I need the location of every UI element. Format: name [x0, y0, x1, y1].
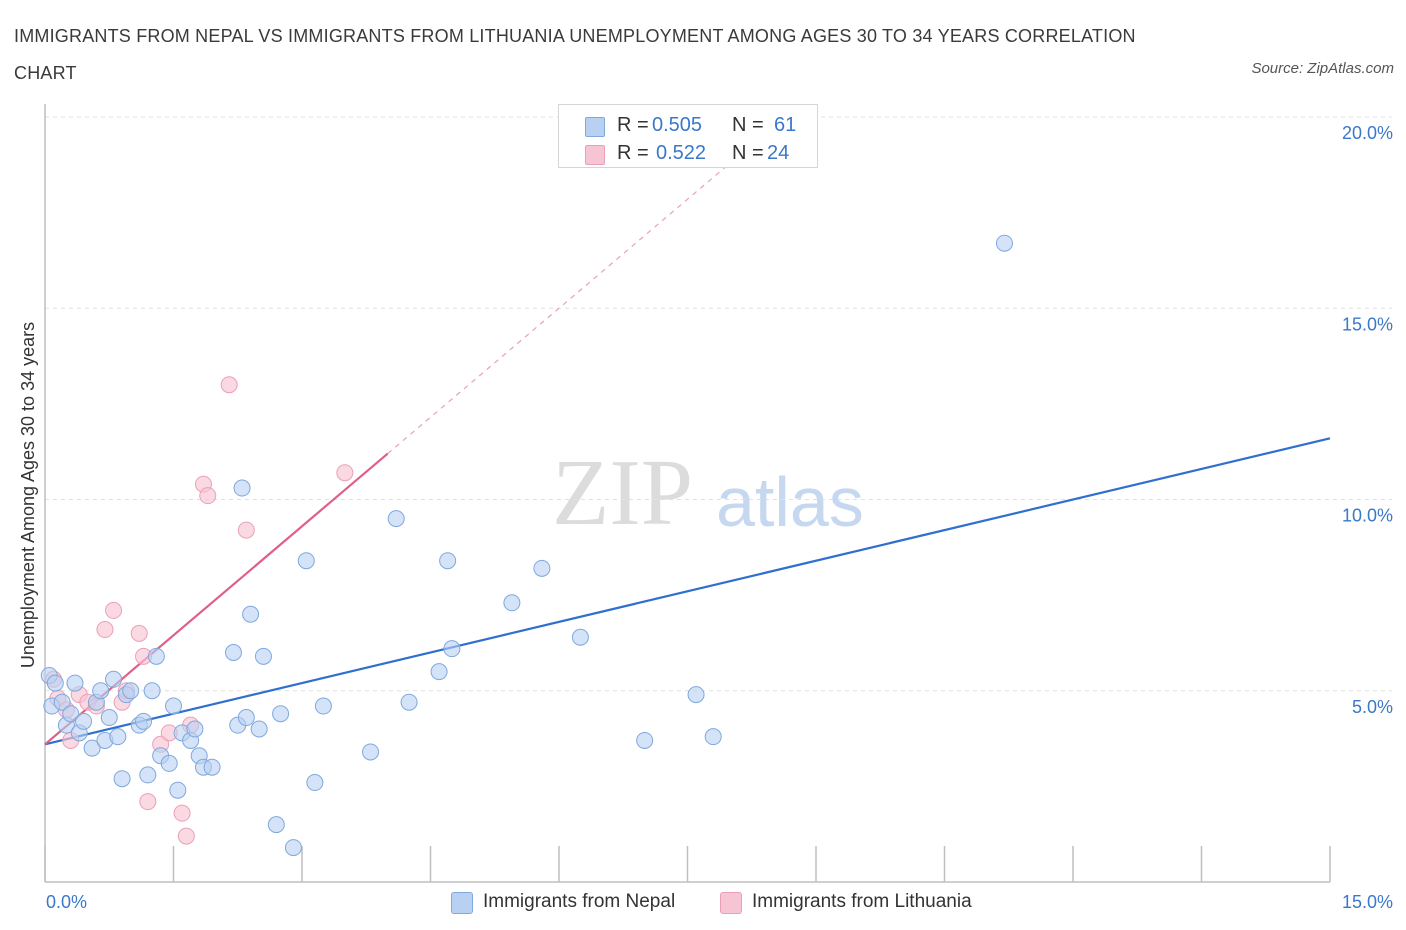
- point-nepal: [400, 693, 418, 711]
- y-tick-label: 5.0%: [1352, 697, 1393, 717]
- point-nepal: [105, 670, 123, 688]
- watermark-zip: ZIP: [552, 441, 693, 545]
- point-lithuania: [96, 621, 114, 639]
- tick-labels: 5.0% 10.0% 15.0% 20.0% 0.0% 15.0%: [46, 123, 1393, 912]
- point-nepal: [160, 754, 178, 772]
- point-nepal: [387, 510, 405, 528]
- point-nepal: [443, 640, 461, 658]
- point-nepal: [135, 712, 153, 730]
- point-nepal: [139, 766, 157, 784]
- point-nepal: [143, 682, 161, 700]
- bottom-legend-swatch-lithuania: [720, 892, 742, 914]
- point-nepal: [362, 743, 380, 761]
- legend-swatch-lithuania: [585, 145, 605, 165]
- point-nepal: [169, 781, 187, 799]
- point-nepal: [165, 697, 182, 715]
- bottom-legend-label-lithuania: Immigrants from Lithuania: [752, 891, 972, 912]
- point-lithuania: [130, 624, 148, 642]
- point-lithuania: [177, 827, 195, 845]
- point-nepal: [533, 559, 551, 577]
- point-nepal: [636, 731, 654, 749]
- legend-r-label: R =: [617, 114, 649, 136]
- y-axis-label: Unemployment Among Ages 30 to 34 years: [18, 322, 38, 668]
- chart-title: IMMIGRANTS FROM NEPAL VS IMMIGRANTS FROM…: [14, 26, 1136, 83]
- point-nepal: [83, 739, 101, 757]
- grid: [45, 116, 1392, 692]
- point-nepal: [53, 693, 71, 711]
- x-tick-label: 15.0%: [1342, 892, 1393, 912]
- axes: [44, 104, 1331, 883]
- point-nepal: [122, 682, 140, 700]
- point-lithuania: [220, 376, 238, 394]
- y-tick-label: 10.0%: [1342, 506, 1393, 526]
- y-tick-label: 20.0%: [1342, 123, 1393, 143]
- point-nepal: [203, 758, 221, 776]
- point-nepal: [62, 705, 80, 723]
- legend-n-label: N =: [732, 142, 764, 164]
- point-nepal: [704, 728, 722, 746]
- watermark: ZIP atlas: [552, 441, 864, 545]
- point-nepal: [237, 709, 255, 727]
- legend-r-label: R =: [617, 142, 649, 164]
- point-nepal: [66, 674, 84, 692]
- point-nepal: [306, 774, 324, 792]
- point-nepal: [439, 552, 457, 570]
- point-nepal: [272, 705, 290, 723]
- trend-line-lithuania-extension: [387, 162, 731, 455]
- point-nepal: [297, 552, 315, 570]
- watermark-atlas: atlas: [716, 463, 864, 541]
- point-lithuania: [336, 464, 354, 482]
- point-lithuania: [173, 804, 191, 822]
- point-nepal: [571, 628, 589, 646]
- source-label: Source: ZipAtlas.com: [1251, 60, 1394, 77]
- point-nepal: [254, 647, 272, 665]
- point-lithuania: [237, 521, 255, 539]
- point-nepal: [250, 720, 268, 738]
- bottom-legend-label-nepal: Immigrants from Nepal: [483, 891, 676, 912]
- y-tick-label: 15.0%: [1342, 314, 1393, 334]
- point-lithuania: [199, 487, 217, 505]
- point-nepal: [186, 720, 204, 738]
- point-nepal: [242, 605, 260, 623]
- point-nepal: [109, 728, 127, 746]
- data-points: [40, 234, 1013, 857]
- legend-r-value-nepal: 0.505: [652, 114, 703, 136]
- point-nepal: [224, 644, 242, 661]
- point-lithuania: [139, 793, 157, 811]
- legend-n-value-lithuania: 24: [767, 142, 790, 164]
- point-nepal: [503, 594, 521, 612]
- point-nepal: [430, 663, 448, 681]
- point-nepal: [46, 674, 64, 692]
- point-nepal: [113, 770, 131, 788]
- legend: R = 0.505 N = 61 R = 0.522 N = 24: [558, 104, 818, 168]
- legend-n-value-nepal: 61: [774, 114, 797, 136]
- point-nepal: [147, 647, 165, 665]
- x-tick-label: 0.0%: [46, 892, 87, 912]
- point-nepal: [314, 697, 332, 715]
- point-lithuania: [105, 601, 123, 619]
- legend-swatch-nepal: [585, 117, 605, 137]
- trend-line-nepal: [44, 437, 1331, 746]
- point-nepal: [267, 816, 285, 834]
- point-nepal: [995, 234, 1013, 252]
- point-nepal: [75, 712, 93, 730]
- point-nepal: [100, 709, 118, 727]
- point-nepal: [687, 686, 705, 704]
- legend-n-label: N =: [732, 114, 764, 136]
- bottom-legend-swatch-nepal: [451, 892, 473, 914]
- point-nepal: [284, 839, 302, 857]
- point-nepal: [92, 682, 110, 700]
- point-nepal: [233, 479, 251, 497]
- legend-r-value-lithuania: 0.522: [656, 142, 707, 164]
